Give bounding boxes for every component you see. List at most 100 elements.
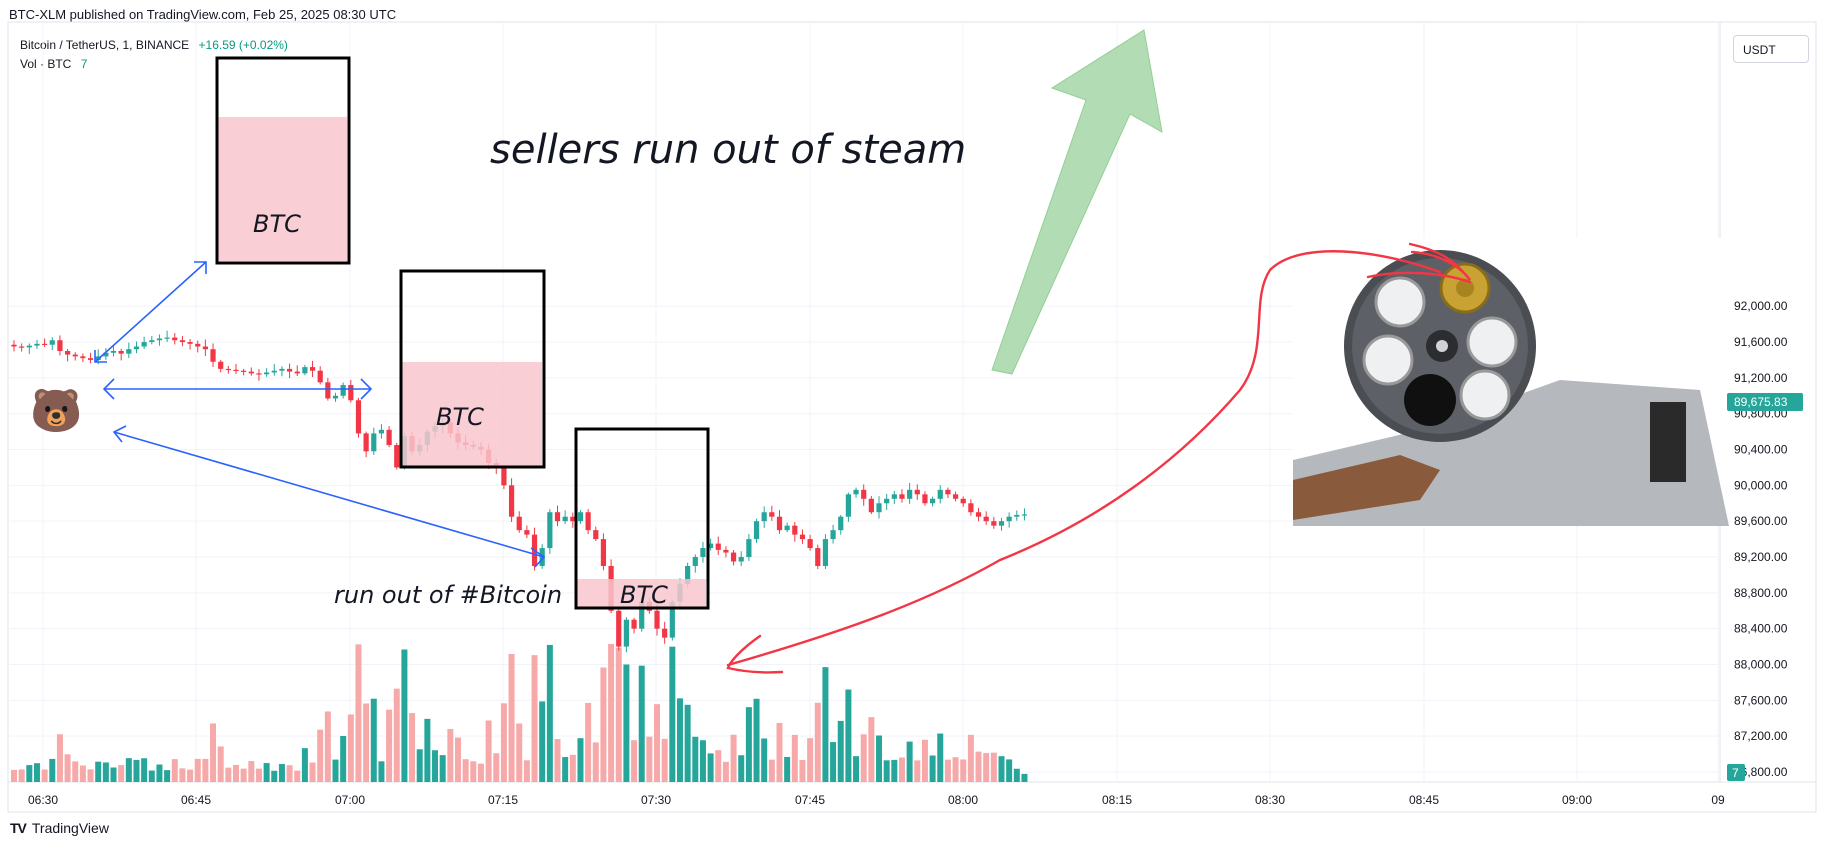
volume-bar [1006,759,1013,782]
candle-body [256,373,262,375]
volume-bar [393,688,400,782]
candle-body [861,489,867,499]
candles [11,330,1028,653]
volume-bar [1021,773,1028,782]
volume-bar [562,757,569,782]
candle-body [42,343,48,346]
volume-bar [26,765,33,782]
volume-bar [577,738,584,782]
volume-bar [669,646,676,782]
volume-bar [141,758,148,782]
volume-bar [33,763,40,782]
candle-body [968,503,974,513]
candle-body [730,552,737,562]
volume-bar [485,720,492,782]
candle-body [19,346,25,348]
volume-legend[interactable]: Vol · BTC 7 [20,57,87,71]
volume-bar [914,760,921,782]
price-tick-label: 87,600.00 [1734,693,1788,707]
btc-box-3: BTC [574,427,710,610]
candle-body [80,356,86,359]
volume-bar [921,739,928,782]
volume-bar [56,734,63,782]
volume-bar [546,644,553,782]
candle-body [998,521,1005,526]
last-price-badge: 89,675.83 [1727,393,1803,411]
candle-body [700,548,706,558]
price-axis[interactable]: 86,800.00 87,200.00 87,600.00 88,000.00 88,4… [1734,299,1788,779]
candle-body [991,521,997,526]
candle-body [884,498,890,504]
currency-button[interactable]: USDT [1733,35,1809,63]
btc-box-1: BTC [215,56,351,265]
time-axis[interactable]: 06:30 06:45 07:00 07:15 07:30 07:45 08:00 08:15… [28,793,1725,807]
volume-bar [401,649,408,782]
volume-bar [102,762,109,782]
volume-bar [454,737,461,782]
candle-body [57,340,63,351]
time-tick-label: 06:30 [28,793,58,807]
candle-body [363,433,369,452]
candle-body [554,512,561,522]
time-tick-label: 09:00 [1562,793,1592,807]
tradingview-brand[interactable]: TV TradingView [10,820,109,836]
volume-bar [87,769,94,782]
red-curve [726,242,1472,674]
volume-bar [975,751,982,782]
volume-bar [424,718,431,782]
volume-bar [432,750,439,782]
volume-bar [600,667,607,782]
volume-bar [883,760,890,782]
candle-body [600,539,607,566]
symbol-legend[interactable]: Bitcoin / TetherUS, 1, BINANCE +16.59 (+… [20,38,288,52]
volume-bar [18,769,25,782]
last-volume-badge: 7 [1727,764,1745,781]
time-tick-label: 07:15 [488,793,518,807]
price-tick-label: 88,800.00 [1734,586,1788,600]
candle-body [952,494,959,499]
chart-frame [7,21,1817,813]
volume-bar [493,753,500,782]
volume-bar [822,667,829,782]
candle-body [49,340,55,345]
volume-bar [210,723,217,782]
candle-body [876,503,882,513]
volume-bar [684,704,691,782]
candle-body [975,512,982,517]
volume-bar [118,765,125,782]
volume-bar [386,709,393,782]
volume-bar [569,754,576,782]
volume-bar [676,698,683,782]
volume-bar [784,756,791,782]
candle-body [302,367,308,374]
volume-bar [592,742,599,782]
blue-arrows [94,261,546,568]
candle-body [202,346,208,350]
volume-bar [64,754,71,782]
volume-bar [707,753,714,782]
candle-body [577,512,584,522]
volume-bar [217,746,224,782]
volume-bar [500,703,507,782]
candle-body [501,467,507,486]
candle-body [692,557,698,566]
volume-bar [202,758,209,782]
candle-body [899,494,905,499]
volume-bar [340,735,347,782]
volume-bar [164,770,171,782]
candle-body [914,489,920,495]
volume-bar [730,734,737,782]
time-tick-label: 07:30 [641,793,671,807]
volume-bar [807,738,814,782]
volume-bar [194,758,201,782]
candle-body [110,350,117,353]
candle-body [753,521,760,540]
volume-bar [49,758,56,782]
volume-bar [110,767,117,782]
volume-bar [692,736,699,782]
candle-body [623,619,629,647]
volume-bar [631,740,638,782]
volume-bar [531,655,538,782]
volume-bar [906,741,913,782]
